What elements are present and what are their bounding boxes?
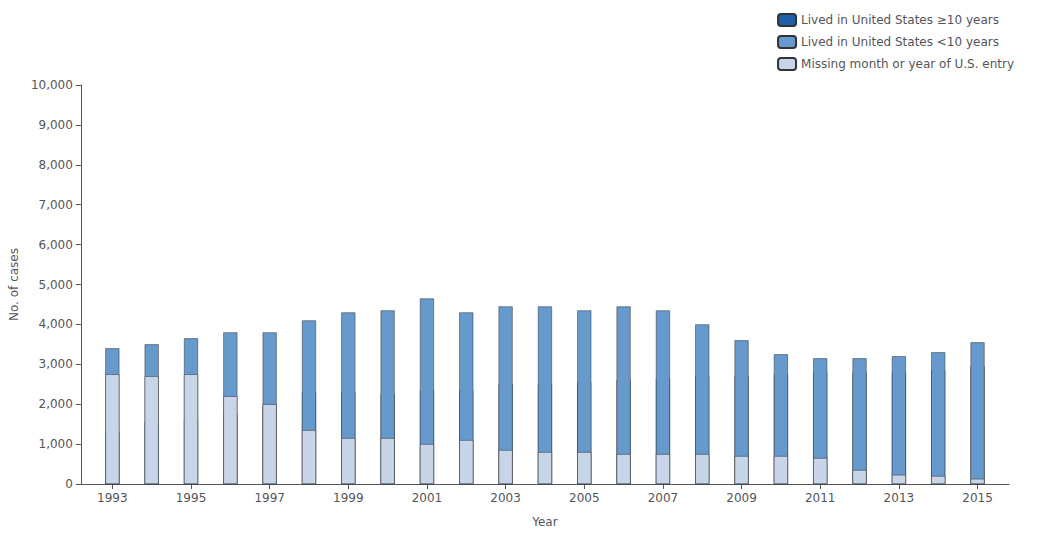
svg-text:2013: 2013 [884,491,915,505]
svg-text:2011: 2011 [805,491,836,505]
svg-text:1995: 1995 [176,491,207,505]
svg-text:2009: 2009 [726,491,757,505]
svg-text:No. of cases: No. of cases [7,248,21,321]
svg-text:1997: 1997 [254,491,285,505]
svg-text:Lived in United States <10 yea: Lived in United States <10 years [801,35,999,49]
svg-text:2015: 2015 [962,491,993,505]
svg-text:2005: 2005 [569,491,600,505]
svg-text:10,000: 10,000 [31,78,73,92]
svg-text:5,000: 5,000 [39,278,73,292]
svg-text:2,000: 2,000 [39,397,73,411]
svg-text:3,000: 3,000 [39,357,73,371]
svg-text:Missing month or year of U.S.: Missing month or year of U.S. entry [801,57,1014,71]
svg-text:1993: 1993 [97,491,128,505]
svg-text:1999: 1999 [333,491,364,505]
svg-text:4,000: 4,000 [39,317,73,331]
svg-text:Year: Year [531,515,557,529]
svg-text:2003: 2003 [490,491,521,505]
svg-text:8,000: 8,000 [39,158,73,172]
svg-text:2007: 2007 [648,491,679,505]
svg-text:6,000: 6,000 [39,238,73,252]
svg-text:1,000: 1,000 [39,437,73,451]
svg-text:9,000: 9,000 [39,118,73,132]
svg-text:0: 0 [65,477,73,491]
svg-text:Lived in United States ≥10 yea: Lived in United States ≥10 years [801,13,999,27]
svg-text:2001: 2001 [412,491,443,505]
svg-text:7,000: 7,000 [39,198,73,212]
